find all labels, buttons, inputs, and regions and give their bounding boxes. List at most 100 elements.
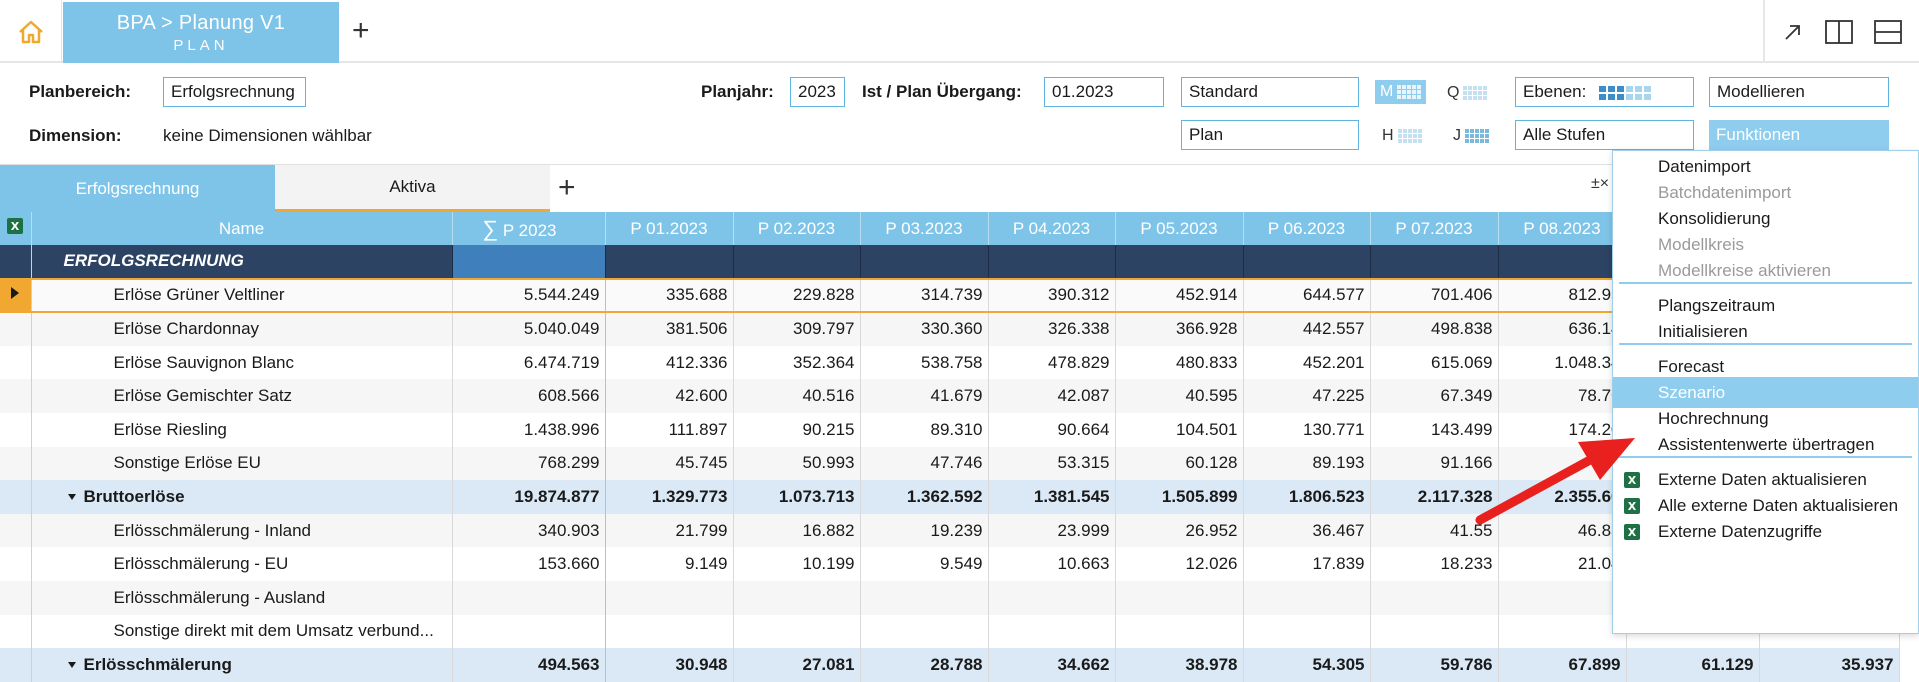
value-cell[interactable] [1370,580,1499,615]
value-cell[interactable]: 34.662 [988,648,1116,682]
row-header[interactable] [0,547,32,581]
value-cell[interactable]: 701.406 [1370,277,1499,314]
funktionen-button[interactable]: Funktionen [1709,120,1889,150]
value-cell[interactable]: 1.329.773 [605,480,734,514]
row-header[interactable] [0,312,32,346]
menu-item-forecast[interactable]: Forecast [1613,351,1918,382]
column-header[interactable]: P 06.2023 [1243,212,1371,245]
value-cell[interactable]: 89.310 [860,412,989,447]
sum-cell[interactable]: 5.040.049 [452,312,606,346]
value-cell[interactable]: 23.999 [988,513,1116,548]
sum-cell[interactable]: 19.874.877 [452,480,606,514]
value-cell[interactable]: 19.239 [860,513,989,548]
value-cell[interactable]: 67.899 [1498,648,1627,682]
add-sheet-button[interactable]: + [558,171,576,204]
row-header[interactable] [0,379,32,413]
sum-cell[interactable] [452,580,606,615]
value-cell[interactable]: 480.833 [1115,345,1244,380]
sheet-tab-erfolgsrechnung[interactable]: Erfolgsrechnung [0,165,275,212]
row-name[interactable]: Erlösschmälerung - Inland [31,513,453,548]
value-cell[interactable]: 90.664 [988,412,1116,447]
value-cell[interactable]: 27.081 [733,648,861,682]
value-cell[interactable]: 46.85 [1498,513,1627,548]
version-standard-select[interactable]: Standard [1181,77,1359,107]
value-cell[interactable]: 35.937 [1759,648,1900,682]
row-name[interactable]: Sonstige direkt mit dem Umsatz verbund..… [31,614,453,649]
value-cell[interactable]: 30.948 [605,648,734,682]
value-cell[interactable] [860,580,989,615]
value-cell[interactable]: 67.349 [1370,379,1499,413]
period-year-toggle[interactable]: J [1453,127,1489,145]
row-name[interactable]: Erlöse Gemischter Satz [31,379,453,413]
menu-item-alle-externe-daten-aktualisieren[interactable]: X Alle externe Daten aktualisieren [1613,490,1918,521]
value-cell[interactable]: 381.506 [605,312,734,346]
value-cell[interactable]: 42.087 [988,379,1116,413]
value-cell[interactable] [1498,580,1627,615]
table-row[interactable]: Sonstige direkt mit dem Umsatz verbund..… [0,614,1900,649]
value-cell[interactable] [733,614,861,649]
column-header-sum[interactable]: ∑ P 2023 [452,212,606,245]
value-cell[interactable]: 12.026 [1115,547,1244,581]
column-header-name[interactable]: Name [31,212,453,245]
column-header[interactable]: P 04.2023 [988,212,1116,245]
row-header[interactable] [0,480,32,514]
value-cell[interactable]: 1.806.523 [1243,480,1371,514]
value-cell[interactable]: 390.312 [988,277,1116,314]
value-cell[interactable] [605,580,734,615]
value-cell[interactable] [1370,614,1499,649]
row-name[interactable]: Sonstige Erlöse EU [31,446,453,481]
version-plan-select[interactable]: Plan [1181,120,1359,150]
value-cell[interactable]: 452.201 [1243,345,1371,380]
sheet-tab-aktiva[interactable]: Aktiva [275,165,550,212]
value-cell[interactable]: 89.193 [1243,446,1371,481]
value-cell[interactable]: 2.117.328 [1370,480,1499,514]
row-name[interactable]: Bruttoerlöse [31,480,453,514]
sum-cell[interactable] [452,614,606,649]
value-cell[interactable]: 10.199 [733,547,861,581]
value-cell[interactable]: 412.336 [605,345,734,380]
value-cell[interactable]: 330.360 [860,312,989,346]
menu-item-assistentenwerte-übertragen[interactable]: Assistentenwerte übertragen [1613,429,1918,460]
sum-cell[interactable]: 6.474.719 [452,345,606,380]
split-vertical-icon[interactable] [1824,19,1854,45]
sum-cell[interactable]: 340.903 [452,513,606,548]
value-cell[interactable]: 10.663 [988,547,1116,581]
collapse-triangle-icon[interactable] [67,494,76,501]
column-header[interactable]: P 02.2023 [733,212,861,245]
value-cell[interactable]: 1.048.34 [1498,345,1627,380]
menu-item-modellkreis[interactable]: Modellkreis [1613,229,1918,260]
excel-export-icon-cell[interactable]: X [0,212,32,245]
value-cell[interactable]: 498.838 [1370,312,1499,346]
row-header[interactable] [0,446,32,481]
row-header[interactable] [0,345,32,380]
menu-item-plangszeitraum[interactable]: Plangszeitraum [1613,290,1918,321]
home-button[interactable] [0,0,62,63]
value-cell[interactable]: 143.499 [1370,412,1499,447]
value-cell[interactable]: 130.771 [1243,412,1371,447]
value-cell[interactable]: 60.128 [1115,446,1244,481]
sum-cell[interactable]: 1.438.996 [452,412,606,447]
row-header[interactable] [0,277,32,314]
menu-item-modellkreise-aktivieren[interactable]: Modellkreise aktivieren [1613,255,1918,286]
add-workspace-tab-button[interactable]: + [352,14,370,47]
value-cell[interactable]: 229.828 [733,277,861,314]
menu-item-externe-datenzugriffe[interactable]: X Externe Datenzugriffe [1613,516,1918,547]
value-cell[interactable]: 326.338 [988,312,1116,346]
row-name[interactable]: Erlöse Riesling [31,412,453,447]
row-header[interactable] [0,580,32,615]
sum-cell[interactable]: 153.660 [452,547,606,581]
sum-cell[interactable]: 608.566 [452,379,606,413]
value-cell[interactable]: 38.978 [1115,648,1244,682]
value-cell[interactable]: 41.55 [1370,513,1499,548]
value-cell[interactable]: 111.897 [605,412,734,447]
sum-cell[interactable]: 768.299 [452,446,606,481]
value-cell[interactable] [1243,580,1371,615]
ebenen-select[interactable]: Ebenen: [1515,77,1694,107]
menu-item-szenario[interactable]: Szenario [1613,377,1918,408]
value-cell[interactable]: 41.679 [860,379,989,413]
value-cell[interactable]: 21.799 [605,513,734,548]
value-cell[interactable]: 36.467 [1243,513,1371,548]
row-name[interactable]: Erlösschmälerung - Ausland [31,580,453,615]
stufen-select[interactable]: Alle Stufen [1515,120,1694,150]
value-cell[interactable]: 47.225 [1243,379,1371,413]
